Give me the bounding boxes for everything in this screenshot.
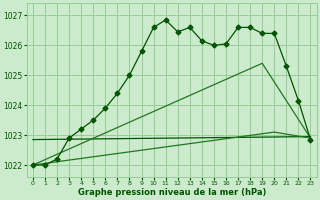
X-axis label: Graphe pression niveau de la mer (hPa): Graphe pression niveau de la mer (hPa) bbox=[77, 188, 266, 197]
